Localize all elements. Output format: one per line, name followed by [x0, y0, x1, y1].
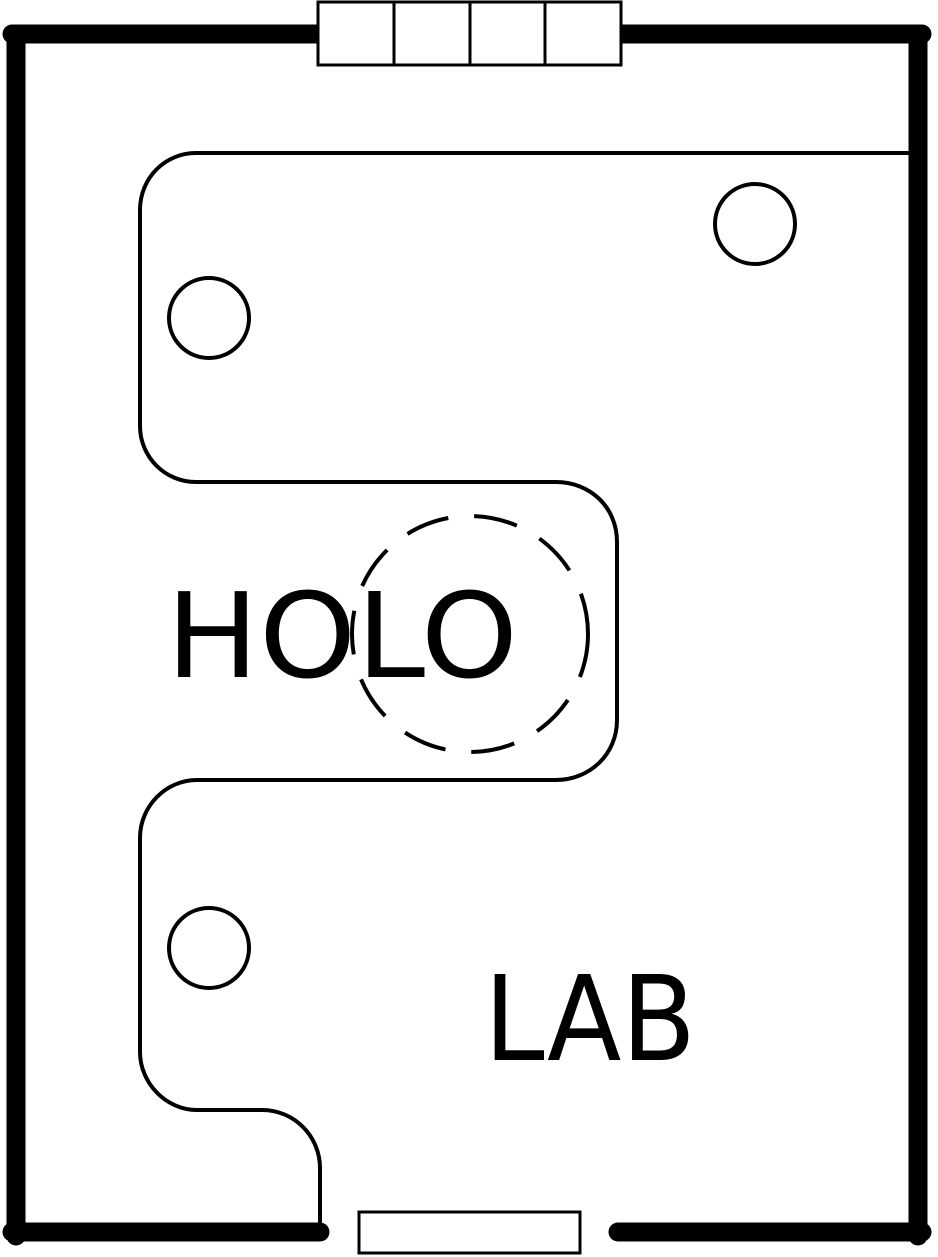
circle-marker-icon[interactable]: [167, 276, 251, 360]
door-icon[interactable]: [357, 1210, 582, 1255]
markers: [167, 182, 797, 990]
circle-marker-icon[interactable]: [713, 182, 797, 266]
serpentine-path: [138, 151, 910, 1234]
holo-label: HOLO: [166, 567, 518, 705]
outer-walls: [2, 24, 932, 1246]
lab-label: LAB: [484, 950, 696, 1088]
dashed-circle-icon[interactable]: [350, 514, 590, 754]
double-door-icon[interactable]: [316, 0, 623, 67]
circle-marker-icon[interactable]: [167, 906, 251, 990]
